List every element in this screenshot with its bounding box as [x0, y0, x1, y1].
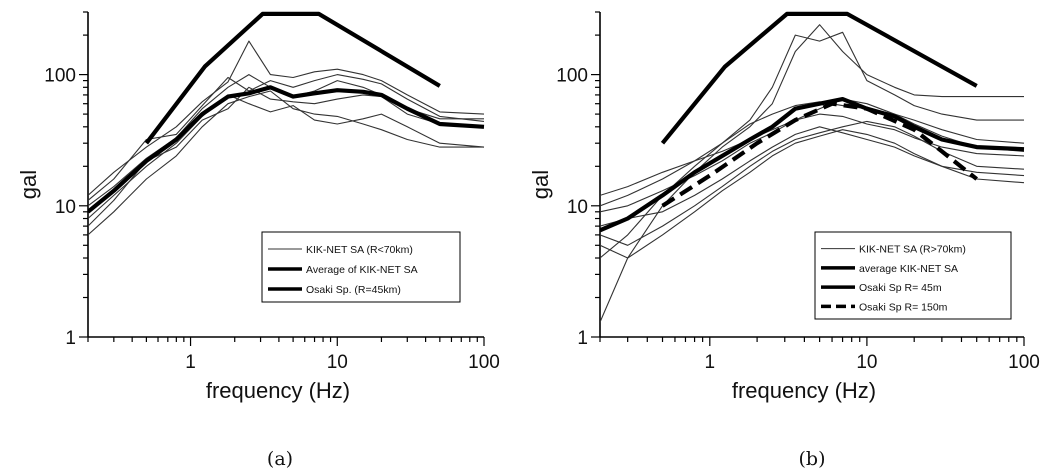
y-tick-label: 1 — [577, 328, 588, 349]
chart-panel-0: 1 10 100 1 10 100 frequency (Hz) gal KIK-NET SA … — [16, 11, 500, 470]
panel-caption: (a) — [267, 448, 293, 470]
x-tick-label: 100 — [468, 352, 500, 373]
series-line-average — [600, 96, 1025, 233]
y-tick-label: 10 — [567, 197, 588, 218]
series-line-individual — [88, 94, 485, 219]
y-tick-label: 100 — [44, 66, 76, 87]
series-line-individual — [600, 113, 1025, 196]
x-axis-label: frequency (Hz) — [206, 378, 350, 403]
x-tick-label: 100 — [1008, 352, 1040, 373]
legend-entry: KIK-NET SA (R<70km) — [306, 244, 413, 256]
legend-entry: Osaki Sp. (R=45km) — [306, 284, 401, 296]
series-line-individual — [600, 31, 1024, 259]
legend: KIK-NET SA (R<70km) Average of KIK-NET SA… — [261, 231, 461, 303]
chart-panel-1: 1 10 100 1 10 100 frequency (Hz) gal KIK-NET SA … — [528, 11, 1040, 470]
x-tick-label: 10 — [327, 352, 348, 373]
x-tick-label: 1 — [185, 352, 196, 373]
x-tick-label: 1 — [705, 352, 716, 373]
legend-entry: Average of KIK-NET SA — [306, 264, 418, 276]
series-line-individual — [600, 126, 1025, 227]
series-line-individual — [600, 120, 1025, 246]
series-line-individual — [88, 86, 485, 227]
legend-entry: Osaki Sp R= 150m — [859, 301, 948, 313]
legend-box — [814, 231, 1012, 320]
legend-entry: KIK-NET SA (R>70km) — [859, 244, 966, 256]
y-tick-label: 10 — [55, 197, 76, 218]
x-tick-label: 10 — [856, 352, 877, 373]
legend-entry: Osaki Sp R= 45m — [859, 282, 942, 294]
y-tick-label: 100 — [556, 66, 588, 87]
series-line-source-spectrum — [144, 11, 441, 145]
legend: KIK-NET SA (R>70km) average KIK-NET SA Osa… — [814, 231, 1012, 320]
y-axis-label: gal — [16, 170, 41, 199]
y-axis-label: gal — [528, 170, 553, 199]
legend-entry: average KIK-NET SA — [859, 263, 958, 275]
series-line-source-spectrum-dashed — [661, 101, 979, 208]
panel-caption: (b) — [799, 448, 826, 470]
series-line-individual — [600, 129, 1025, 259]
series-line-individual — [600, 101, 1025, 207]
series-line-individual — [88, 90, 484, 236]
y-tick-label: 1 — [65, 328, 76, 349]
x-axis-label: frequency (Hz) — [732, 378, 876, 403]
series-line-source-spectrum — [660, 11, 978, 145]
series-line-average — [88, 85, 485, 214]
series-line-individual — [88, 74, 485, 201]
